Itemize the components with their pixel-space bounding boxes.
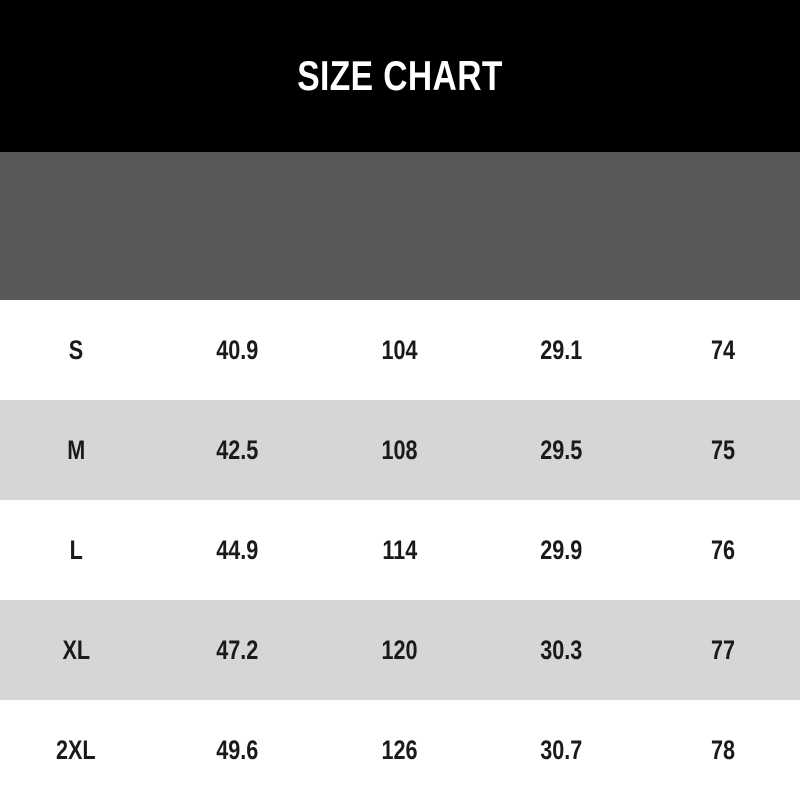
title-band: SIZE CHART [0, 0, 800, 152]
cell-size: 2XL [56, 734, 96, 765]
cell-length-inch: 30.7 [540, 734, 583, 765]
cell-length-inch: 30.3 [540, 634, 583, 665]
cell-bust-cm: 108 [381, 434, 418, 465]
cell-bust-inch: 47.2 [215, 634, 259, 665]
cell-length-cm: 76 [710, 534, 736, 565]
cell-bust-cm: 104 [381, 334, 418, 365]
cell-size: M [67, 434, 85, 465]
cell-length-inch: 29.5 [540, 434, 583, 465]
cell-bust-inch: 44.9 [215, 534, 259, 565]
page-title: SIZE CHART [297, 52, 503, 99]
cell-length-cm: 74 [710, 334, 736, 365]
cell-bust-cm: 120 [381, 634, 418, 665]
table-row: 2XL 49.6 126 30.7 78 [0, 700, 800, 800]
cell-length-cm: 75 [710, 434, 736, 465]
cell-bust-cm: 114 [382, 534, 417, 565]
table-row: M 42.5 108 29.5 75 [0, 400, 800, 500]
cell-size: L [69, 534, 83, 565]
cell-length-cm: 77 [710, 634, 736, 665]
cell-size: S [68, 334, 84, 365]
cell-bust-cm: 126 [381, 734, 418, 765]
table-body: S 40.9 104 29.1 74 M 42.5 108 29.5 75 L … [0, 300, 800, 800]
table-row: XL 47.2 120 30.3 77 [0, 600, 800, 700]
cell-size: XL [62, 634, 90, 665]
table-row: L 44.9 114 29.9 76 [0, 500, 800, 600]
table-header: Size Bust Length inch cm inch cm [0, 152, 800, 431]
cell-bust-inch: 49.6 [215, 734, 259, 765]
cell-bust-inch: 42.5 [215, 434, 259, 465]
cell-length-cm: 78 [710, 734, 736, 765]
cell-length-inch: 29.9 [540, 534, 583, 565]
table-row: S 40.9 104 29.1 74 [0, 300, 800, 400]
cell-bust-inch: 40.9 [215, 334, 259, 365]
cell-length-inch: 29.1 [540, 334, 583, 365]
